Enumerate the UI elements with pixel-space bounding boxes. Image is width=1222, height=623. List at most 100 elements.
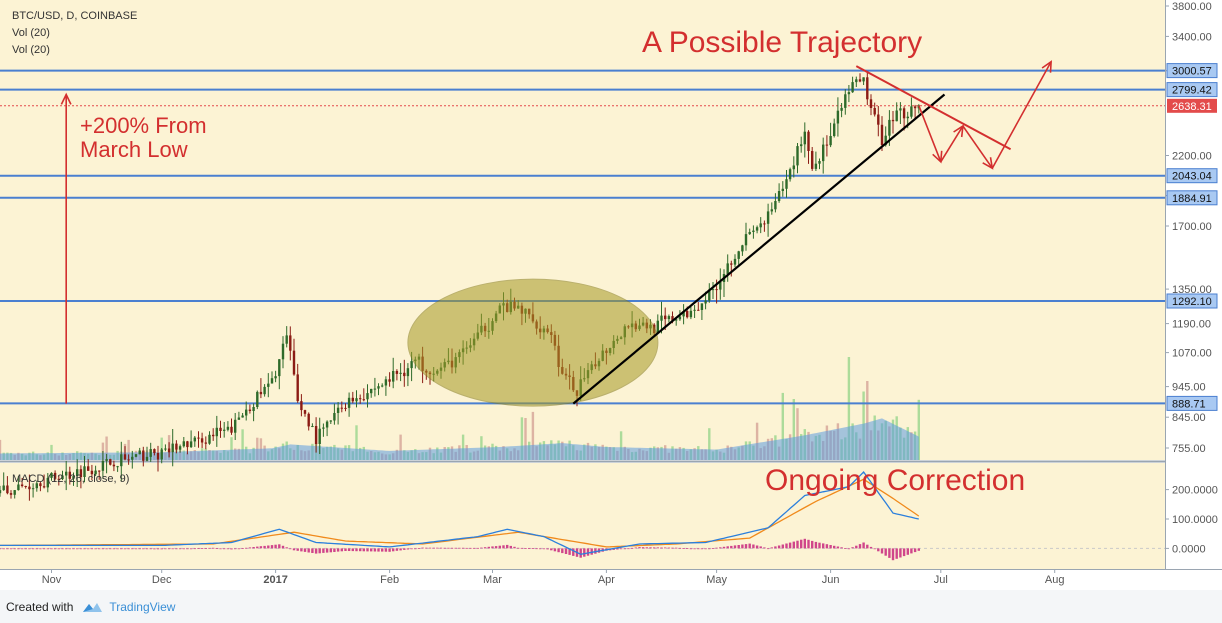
candle-body	[347, 397, 351, 408]
candle-body	[730, 263, 733, 265]
macd-histogram-bar	[777, 545, 781, 549]
candle-body	[94, 470, 97, 475]
candle-body	[671, 316, 674, 321]
candle-body	[61, 475, 64, 480]
time-tick-label: Feb	[380, 574, 399, 586]
macd-histogram-bar	[68, 548, 71, 550]
candle-body	[708, 289, 711, 301]
macd-histogram-bar	[763, 547, 766, 549]
macd-histogram-bar	[906, 548, 909, 555]
candle-body	[704, 300, 707, 304]
macd-histogram-bar	[840, 547, 843, 549]
candle-body	[142, 450, 145, 461]
macd-histogram-bar	[20, 548, 24, 550]
volume-bar	[708, 428, 711, 460]
macd-histogram-bar	[285, 547, 288, 549]
macd-histogram-bar	[417, 548, 421, 549]
candle-body	[788, 169, 792, 180]
time-axis-ticks[interactable]: Nov Dec 2017 Feb Mar Apr May Jun Jul Aug	[42, 569, 1065, 586]
macd-histogram-bar	[17, 548, 20, 550]
macd-histogram-bar	[851, 547, 854, 549]
macd-histogram-bar	[535, 548, 538, 550]
candle-body	[259, 391, 263, 395]
candle-body	[869, 99, 873, 108]
macd-histogram-bar	[708, 548, 711, 550]
candle-body	[877, 114, 880, 125]
candle-body	[285, 335, 288, 344]
candle-body	[248, 409, 252, 411]
candle-body	[123, 454, 127, 460]
candle-body	[17, 484, 20, 491]
candle-body	[796, 146, 799, 166]
macd-histogram-bar	[660, 547, 663, 549]
candle-body	[370, 388, 373, 394]
volume-bar	[241, 429, 244, 460]
macd-line	[0, 470, 919, 555]
candle-body	[274, 376, 277, 379]
macd-histogram-bar	[774, 546, 777, 549]
candle-body	[300, 401, 303, 411]
macd-histogram-bar	[568, 548, 571, 555]
candle-body	[164, 448, 167, 450]
candle-body	[755, 227, 759, 231]
macd-histogram-bar	[414, 548, 417, 550]
candle-body	[189, 441, 193, 448]
candle-body	[234, 419, 237, 433]
macd-histogram-bar	[638, 547, 641, 549]
macd-histogram-bar	[336, 548, 340, 552]
candle-body	[851, 82, 854, 93]
macd-histogram-bar	[557, 548, 560, 553]
macd-histogram-bar	[175, 548, 178, 550]
last-price-badge	[1167, 98, 1217, 113]
candle-body	[87, 466, 90, 471]
macd-histogram-bar	[248, 547, 252, 549]
tradingview-brand-link[interactable]: TradingView	[109, 599, 176, 614]
candle-body	[811, 151, 814, 169]
macd-histogram-bar	[182, 548, 185, 550]
candle-body	[866, 77, 869, 100]
macd-histogram-bar	[744, 544, 748, 549]
trajectory-annotation: A Possible Trajectory	[642, 26, 922, 59]
candle-body	[263, 386, 266, 395]
macd-histogram-bar	[719, 547, 722, 549]
candle-body	[76, 469, 79, 477]
macd-histogram-bar	[498, 545, 501, 549]
volume-bar	[355, 425, 358, 460]
macd-histogram-bar	[748, 543, 751, 549]
candle-body	[200, 438, 204, 443]
candle-body	[178, 446, 182, 450]
macd-histogram-bar	[252, 547, 255, 549]
candle-body	[711, 289, 715, 291]
macd-histogram-bar	[649, 547, 652, 549]
candle-body	[2, 485, 5, 491]
tradingview-cloud-icon[interactable]	[81, 600, 103, 614]
macd-histogram-bar	[873, 548, 876, 550]
macd-histogram-bar	[502, 545, 505, 549]
candle-body	[656, 320, 659, 334]
macd-histogram-bar	[803, 538, 806, 549]
macd-histogram-bar	[340, 548, 343, 552]
macd-histogram-bar	[572, 548, 575, 556]
price-badges: 3000.57 2799.42 2043.04 1884.91 1292.10 888.7…	[1166, 63, 1218, 411]
price-tick-label: 2200.00	[1172, 151, 1212, 163]
macd-histogram-bar	[847, 548, 851, 550]
macd-histogram-bar	[509, 545, 512, 549]
macd-histogram-bar	[546, 548, 549, 550]
macd-histogram-bar	[494, 546, 498, 549]
level-badge	[1166, 168, 1218, 184]
macd-histogram-bar	[105, 548, 108, 550]
volume-bar	[847, 357, 851, 460]
macd-histogram-bar	[884, 548, 887, 556]
candle-body	[719, 281, 722, 290]
candle-body	[351, 397, 354, 402]
macd-histogram-bar	[517, 547, 520, 549]
candle-body	[24, 486, 27, 487]
macd-histogram-bar	[590, 548, 593, 555]
candle-body	[72, 476, 75, 479]
macd-histogram-bar	[311, 548, 314, 553]
macd-histogram-bar	[450, 547, 454, 549]
macd-histogram-bar	[476, 547, 479, 549]
macd-histogram-bar	[145, 548, 149, 550]
candle-body	[252, 407, 255, 411]
btc-price-chart[interactable]: 3800.003400.003000.002200.001900.001700.…	[0, 0, 1222, 590]
